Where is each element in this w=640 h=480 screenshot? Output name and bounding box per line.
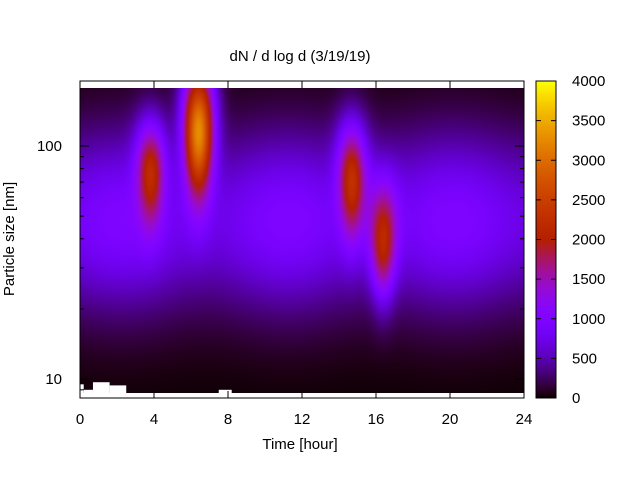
- colorbar-ticks: 0 500 1000 1500 2000 2500 3000 3500 4000: [536, 73, 605, 407]
- heatmap-image: [80, 88, 524, 393]
- y-tick-label: 10: [45, 371, 62, 388]
- colorbar-tick-label: 2000: [572, 232, 605, 249]
- y-axis-ticks: 10 100: [37, 138, 524, 391]
- colorbar-tick-label: 4000: [572, 73, 605, 90]
- colorbar-tick-label: 0: [572, 390, 580, 407]
- colorbar: 0 500 1000 1500 2000 2500 3000 3500 4000: [535, 73, 605, 407]
- colorbar-tick-label: 2500: [572, 192, 605, 209]
- missing-data-gap: [83, 389, 93, 398]
- x-tick-label: 8: [224, 411, 232, 428]
- missing-data-gap: [231, 393, 524, 398]
- missing-data-gaps: [80, 382, 524, 398]
- chart-title: dN / d log d (3/19/19): [230, 48, 371, 65]
- colorbar-tick-label: 3000: [572, 152, 605, 169]
- plot-area: [79, 80, 525, 399]
- x-tick-label: 20: [442, 411, 459, 428]
- missing-data-gap: [109, 385, 127, 398]
- missing-data-gap: [218, 389, 232, 398]
- x-axis-ticks: 0 4 8 12 16 20 24: [76, 81, 533, 428]
- x-tick-label: 16: [368, 411, 385, 428]
- x-tick-label: 4: [150, 411, 158, 428]
- y-tick-label: 100: [37, 138, 62, 155]
- colorbar-tick-label: 500: [572, 350, 597, 367]
- x-axis-label: Time [hour]: [262, 436, 337, 453]
- x-tick-label: 0: [76, 411, 84, 428]
- y-axis-label: Particle size [nm]: [1, 182, 18, 296]
- colorbar-tick-label: 1500: [572, 271, 605, 288]
- colorbar-tick-label: 3500: [572, 113, 605, 130]
- x-tick-label: 12: [294, 411, 311, 428]
- missing-data-gap: [80, 384, 84, 398]
- colorbar-tick-label: 1000: [572, 311, 605, 328]
- missing-data-gap: [126, 393, 219, 398]
- x-tick-label: 24: [516, 411, 533, 428]
- missing-data-gap: [92, 382, 110, 398]
